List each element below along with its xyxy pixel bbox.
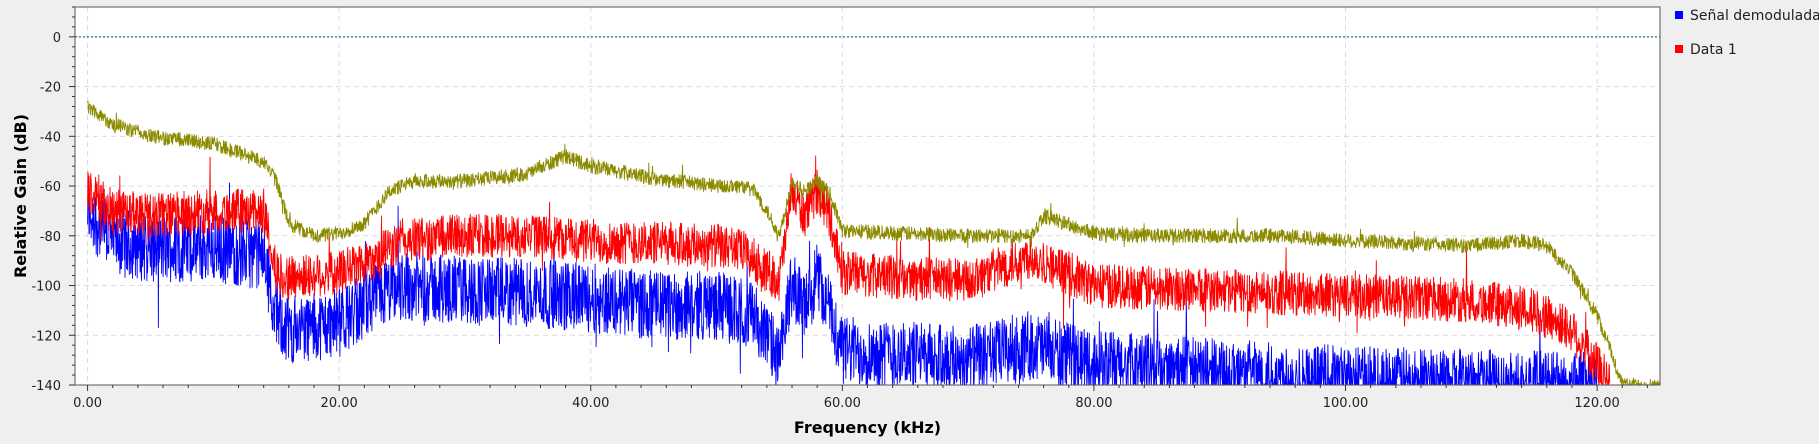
x-tick-label: 20.00 — [321, 396, 358, 411]
y-tick-label: -40 — [40, 130, 61, 145]
y-tick-label: 0 — [53, 31, 61, 46]
axes: 0.00 20.00 40.00 60.00 80.00 100.00 120.00 0 -20… — [31, 6, 1661, 411]
y-tick-label: -20 — [40, 81, 61, 96]
series-line-1 — [87, 155, 1611, 385]
x-tick-label: 40.00 — [572, 396, 609, 411]
x-tick-label: 0.00 — [73, 396, 102, 411]
y-axis-label: Relative Gain (dB) — [11, 114, 30, 278]
y-tick-label: -120 — [31, 329, 61, 344]
legend-swatch — [1675, 11, 1683, 19]
y-tick-label: -100 — [31, 280, 61, 295]
x-axis-label: Frequency (kHz) — [794, 418, 941, 437]
x-tick-label: 60.00 — [824, 396, 861, 411]
legend-label: Señal demodulada — [1690, 8, 1819, 24]
legend-label: Data 1 — [1690, 42, 1737, 58]
legend-swatch — [1675, 45, 1683, 53]
series-line-0 — [87, 182, 1598, 385]
x-tick-label: 100.00 — [1323, 396, 1369, 411]
y-tick-label: -60 — [40, 180, 61, 195]
series-line-2 — [87, 100, 1660, 385]
legend: Señal demodulada Data 1 — [1675, 8, 1819, 58]
series-layer — [87, 100, 1660, 385]
y-tick-label: -140 — [31, 379, 61, 394]
x-tick-label: 120.00 — [1574, 396, 1620, 411]
y-tick-label: -80 — [40, 230, 61, 245]
x-tick-label: 80.00 — [1075, 396, 1112, 411]
